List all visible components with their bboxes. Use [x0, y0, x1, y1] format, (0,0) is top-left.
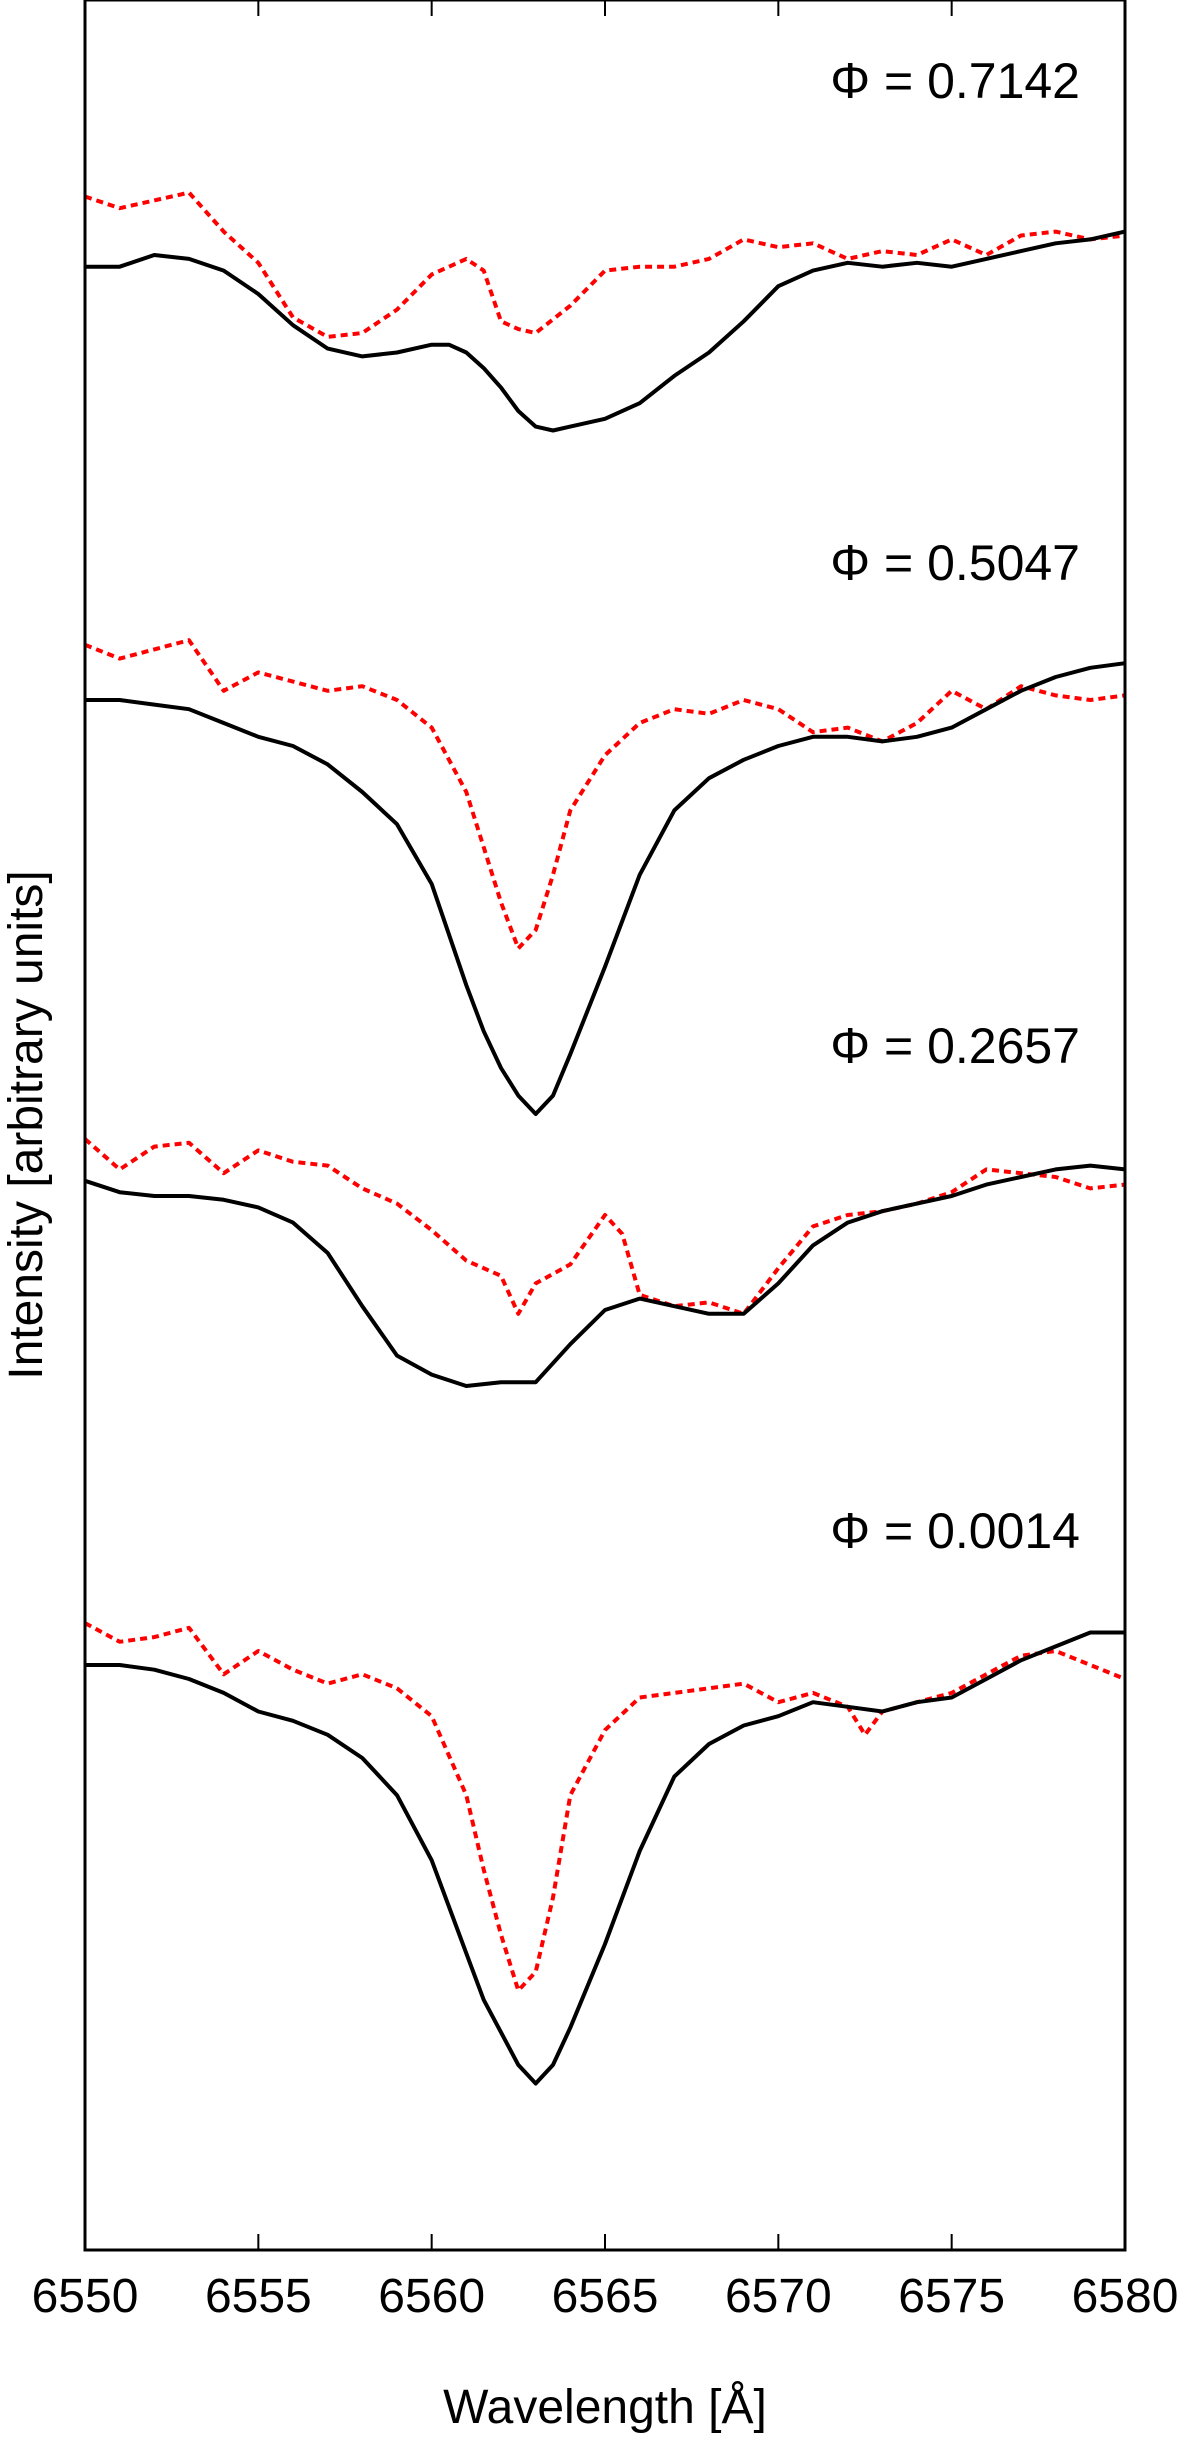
x-tick-label: 6575 — [898, 2270, 1005, 2323]
x-tick-label: 6560 — [378, 2270, 485, 2323]
panel-3: Φ = 0.0014 — [84, 1503, 1126, 2086]
x-axis: 6550 6555 6560 6565 6570 6575 6580 — [32, 0, 1179, 2323]
x-axis-title: Wavelength [Å] — [443, 2381, 767, 2434]
series-line-dotted — [83, 1137, 1126, 1316]
phase-label: Φ = 0.5047 — [830, 535, 1080, 591]
series-line-solid — [85, 229, 1126, 433]
y-axis-title: Intensity [arbitrary units] — [0, 870, 53, 1380]
panel-0: Φ = 0.7142 — [84, 53, 1126, 433]
x-tick-label: 6555 — [205, 2270, 312, 2323]
series-line-dotted — [84, 638, 1126, 951]
series-line-solid — [85, 661, 1126, 1116]
spectra-panels: Φ = 0.7142 Φ = 0.5047 Φ = 0.2657 Φ = 0.0014 — [83, 53, 1126, 2086]
phase-label: Φ = 0.7142 — [830, 53, 1080, 109]
series-line-dotted — [84, 1621, 1126, 1993]
panel-1: Φ = 0.5047 — [84, 535, 1126, 1116]
panel-2: Φ = 0.2657 — [83, 1018, 1126, 1388]
phase-label: Φ = 0.0014 — [830, 1503, 1080, 1559]
x-tick-label: 6550 — [32, 2270, 139, 2323]
plot-frame — [83, 0, 1127, 2252]
series-line-solid — [85, 1630, 1125, 2086]
x-tick-label: 6565 — [552, 2270, 659, 2323]
series-line-solid — [84, 1163, 1126, 1388]
series-line-dotted — [84, 190, 1126, 339]
x-tick-label: 6580 — [1072, 2270, 1179, 2323]
x-tick-label: 6570 — [725, 2270, 832, 2323]
phase-label: Φ = 0.2657 — [830, 1018, 1080, 1074]
